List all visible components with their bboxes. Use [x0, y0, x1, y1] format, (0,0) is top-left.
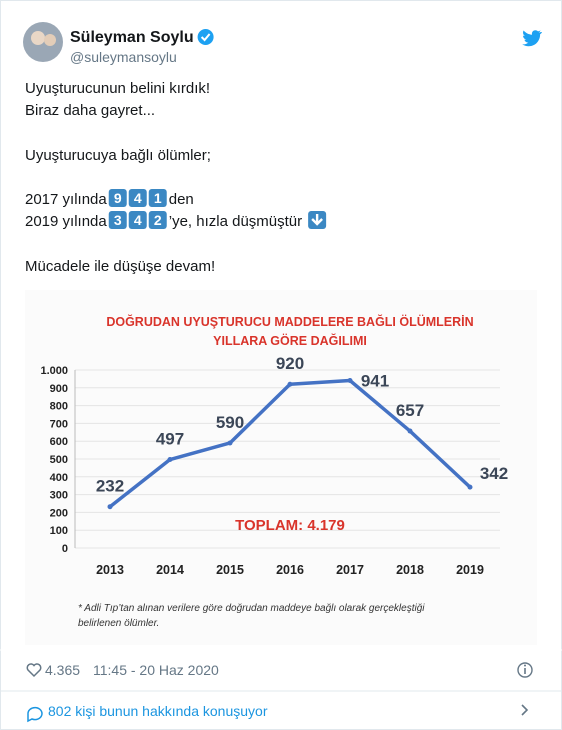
keycap — [128, 211, 147, 229]
data-label: 497 — [156, 430, 184, 449]
footnote: * Adli Tıp’tan alınan verilere göre doğr… — [78, 603, 425, 614]
user-handle[interactable]: @suleymansoylu — [70, 49, 177, 65]
like-icon[interactable] — [26, 663, 42, 678]
data-point — [167, 457, 173, 463]
chevron[interactable] — [521, 704, 529, 716]
tweet-text: Uyuşturucunun belini kırdık! — [25, 80, 210, 97]
tweet-text: 2019 yılında — [25, 213, 107, 230]
arrow-emoji-glyph — [311, 214, 323, 226]
data-label: 342 — [480, 464, 508, 483]
chart-title: DOĞRUDAN UYUŞTURUCU MADDELERE BAĞLI ÖLÜM… — [106, 314, 473, 329]
y-tick-label: 500 — [50, 454, 68, 466]
info-icon[interactable] — [517, 662, 533, 678]
tweet-text: Biraz daha gayret... — [25, 102, 155, 119]
like-count: 4.365 — [45, 662, 80, 678]
footnote: belirlenen ölümler. — [78, 618, 159, 629]
x-tick-label: 2018 — [396, 563, 424, 577]
conversation-link[interactable]: 802 kişi bunun hakkında konuşuyor — [48, 703, 268, 719]
avatar-face — [44, 34, 56, 46]
keycap-digit: 4 — [134, 212, 142, 228]
tweet-text: Uyuşturucuya bağlı ölümler; — [25, 147, 211, 164]
chart-image — [25, 290, 537, 645]
data-label: 920 — [276, 354, 304, 373]
user-name[interactable]: Süleyman Soylu — [70, 29, 194, 46]
data-point — [287, 381, 293, 387]
data-point — [347, 378, 353, 384]
keycap — [148, 211, 167, 229]
keycap-digit: 4 — [134, 190, 142, 206]
x-tick-label: 2016 — [276, 563, 304, 577]
y-tick-label: 0 — [62, 543, 68, 555]
chart-title: YILLARA GÖRE DAĞILIMI — [213, 333, 367, 348]
keycap — [128, 189, 147, 207]
tweet-text: Mücadele ile düşüşe devam! — [25, 258, 215, 275]
y-tick-label: 100 — [50, 525, 68, 537]
x-tick-label: 2017 — [336, 563, 364, 577]
data-label: 232 — [96, 477, 124, 496]
tweet-text: ’ye, hızla düşmüştür — [169, 213, 302, 230]
data-label: 941 — [361, 372, 389, 391]
x-tick-label: 2013 — [96, 563, 124, 577]
data-point — [227, 440, 233, 446]
x-tick-label: 2015 — [216, 563, 244, 577]
timestamp[interactable]: 11:45 - 20 Haz 2020 — [93, 662, 219, 678]
keycap-digit: 9 — [114, 190, 122, 206]
keycap-digit: 1 — [154, 190, 162, 206]
y-tick-label: 800 — [50, 401, 68, 413]
x-tick-label: 2019 — [456, 563, 484, 577]
verified-badge — [197, 29, 214, 45]
x-tick-label: 2014 — [156, 563, 184, 577]
y-tick-label: 1.000 — [40, 365, 68, 377]
tweet-text: den — [169, 191, 194, 208]
avatar-face — [31, 31, 45, 45]
y-tick-label: 200 — [50, 507, 68, 519]
twitter-logo[interactable] — [522, 30, 543, 47]
keycap — [108, 211, 127, 229]
annotation: TOPLAM: 4.179 — [235, 517, 345, 534]
y-tick-label: 600 — [50, 436, 68, 448]
data-label: 657 — [396, 401, 424, 420]
data-point — [407, 428, 413, 434]
data-label: 590 — [216, 413, 244, 432]
y-tick-label: 900 — [50, 383, 68, 395]
y-tick-label: 400 — [50, 472, 68, 484]
reply-icon — [27, 706, 43, 723]
keycap-digit: 2 — [154, 212, 162, 228]
keycap-digit: 3 — [114, 212, 122, 228]
keycap — [108, 189, 127, 207]
data-point — [467, 484, 473, 490]
tweet-text: 2017 yılında — [25, 191, 107, 208]
data-point — [107, 504, 113, 510]
keycap — [148, 189, 167, 207]
y-tick-label: 700 — [50, 418, 68, 430]
y-tick-label: 300 — [50, 490, 68, 502]
